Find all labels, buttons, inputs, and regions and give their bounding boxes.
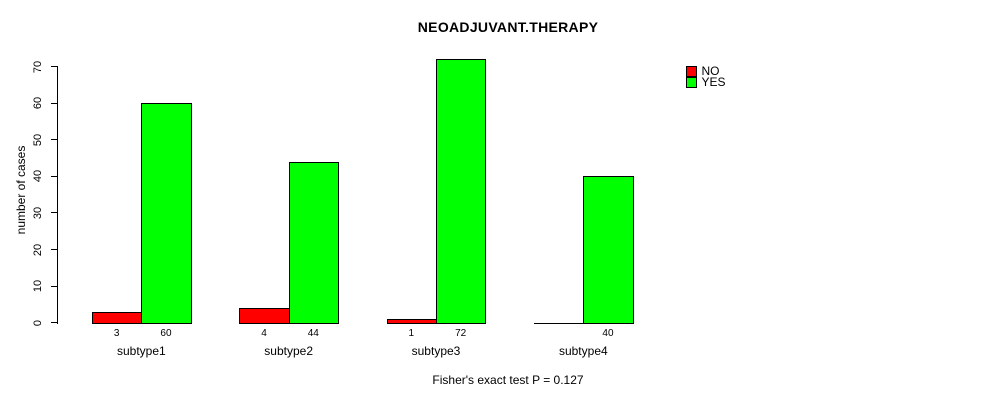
legend-label-yes: YES: [701, 75, 726, 89]
bar-value-label: 3: [113, 327, 120, 339]
y-axis-line: [57, 66, 58, 324]
category-label-subtype4: subtype4: [558, 343, 608, 358]
y-tick: [51, 66, 58, 68]
bar-yes-subtype2: [288, 161, 339, 324]
category-label-subtype1: subtype1: [116, 343, 166, 358]
bar-value-label: 60: [160, 327, 172, 339]
bar-value-label: 72: [455, 327, 467, 339]
bar-yes-subtype3: [435, 59, 487, 324]
caption: Fisher's exact test P = 0.127: [432, 373, 584, 387]
legend-swatch-no: [685, 65, 697, 77]
y-tick: [51, 139, 58, 141]
y-tick: [51, 212, 58, 214]
category-label-subtype3: subtype3: [411, 343, 461, 358]
bar-no-subtype3: [386, 319, 437, 324]
chart-title: NEOADJUVANT.THERAPY: [417, 19, 599, 35]
category-label-subtype2: subtype2: [264, 343, 314, 358]
y-tick-label: 60: [31, 97, 44, 110]
y-tick: [51, 322, 58, 324]
bar-value-label: 4: [261, 327, 267, 339]
legend-label-no: NO: [701, 63, 720, 78]
y-tick-label: 10: [31, 280, 44, 293]
legend-swatch-yes: [685, 77, 697, 88]
bar-no-subtype4: [533, 322, 585, 324]
bar-no-subtype2: [239, 308, 290, 324]
bar-no-subtype1: [92, 311, 143, 324]
bar-value-label: 40: [602, 327, 614, 339]
y-tick: [51, 249, 58, 251]
bar-value-label: 44: [307, 327, 319, 339]
y-tick: [51, 102, 58, 104]
y-tick-label: 0: [31, 319, 44, 326]
y-tick-label: 20: [31, 243, 44, 256]
bar-yes-subtype1: [141, 103, 192, 324]
bar-value-label: 1: [408, 327, 415, 339]
y-tick-label: 40: [31, 170, 44, 183]
y-tick-label: 30: [31, 206, 44, 220]
y-tick: [51, 175, 58, 177]
y-tick: [51, 285, 58, 287]
bar-yes-subtype4: [583, 176, 634, 324]
y-tick-label: 70: [31, 60, 44, 73]
y-tick-label: 50: [31, 133, 44, 146]
y-axis-label: number of cases: [14, 145, 28, 235]
